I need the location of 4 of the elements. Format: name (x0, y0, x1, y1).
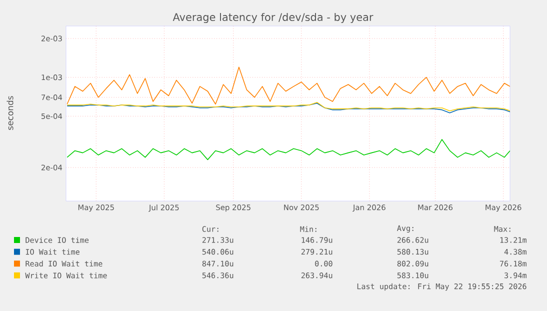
line-series (66, 139, 510, 160)
chart-title: Average latency for /dev/sda - by year (172, 12, 374, 24)
y-axis-title: seconds (6, 96, 14, 130)
line-series (66, 66, 510, 105)
